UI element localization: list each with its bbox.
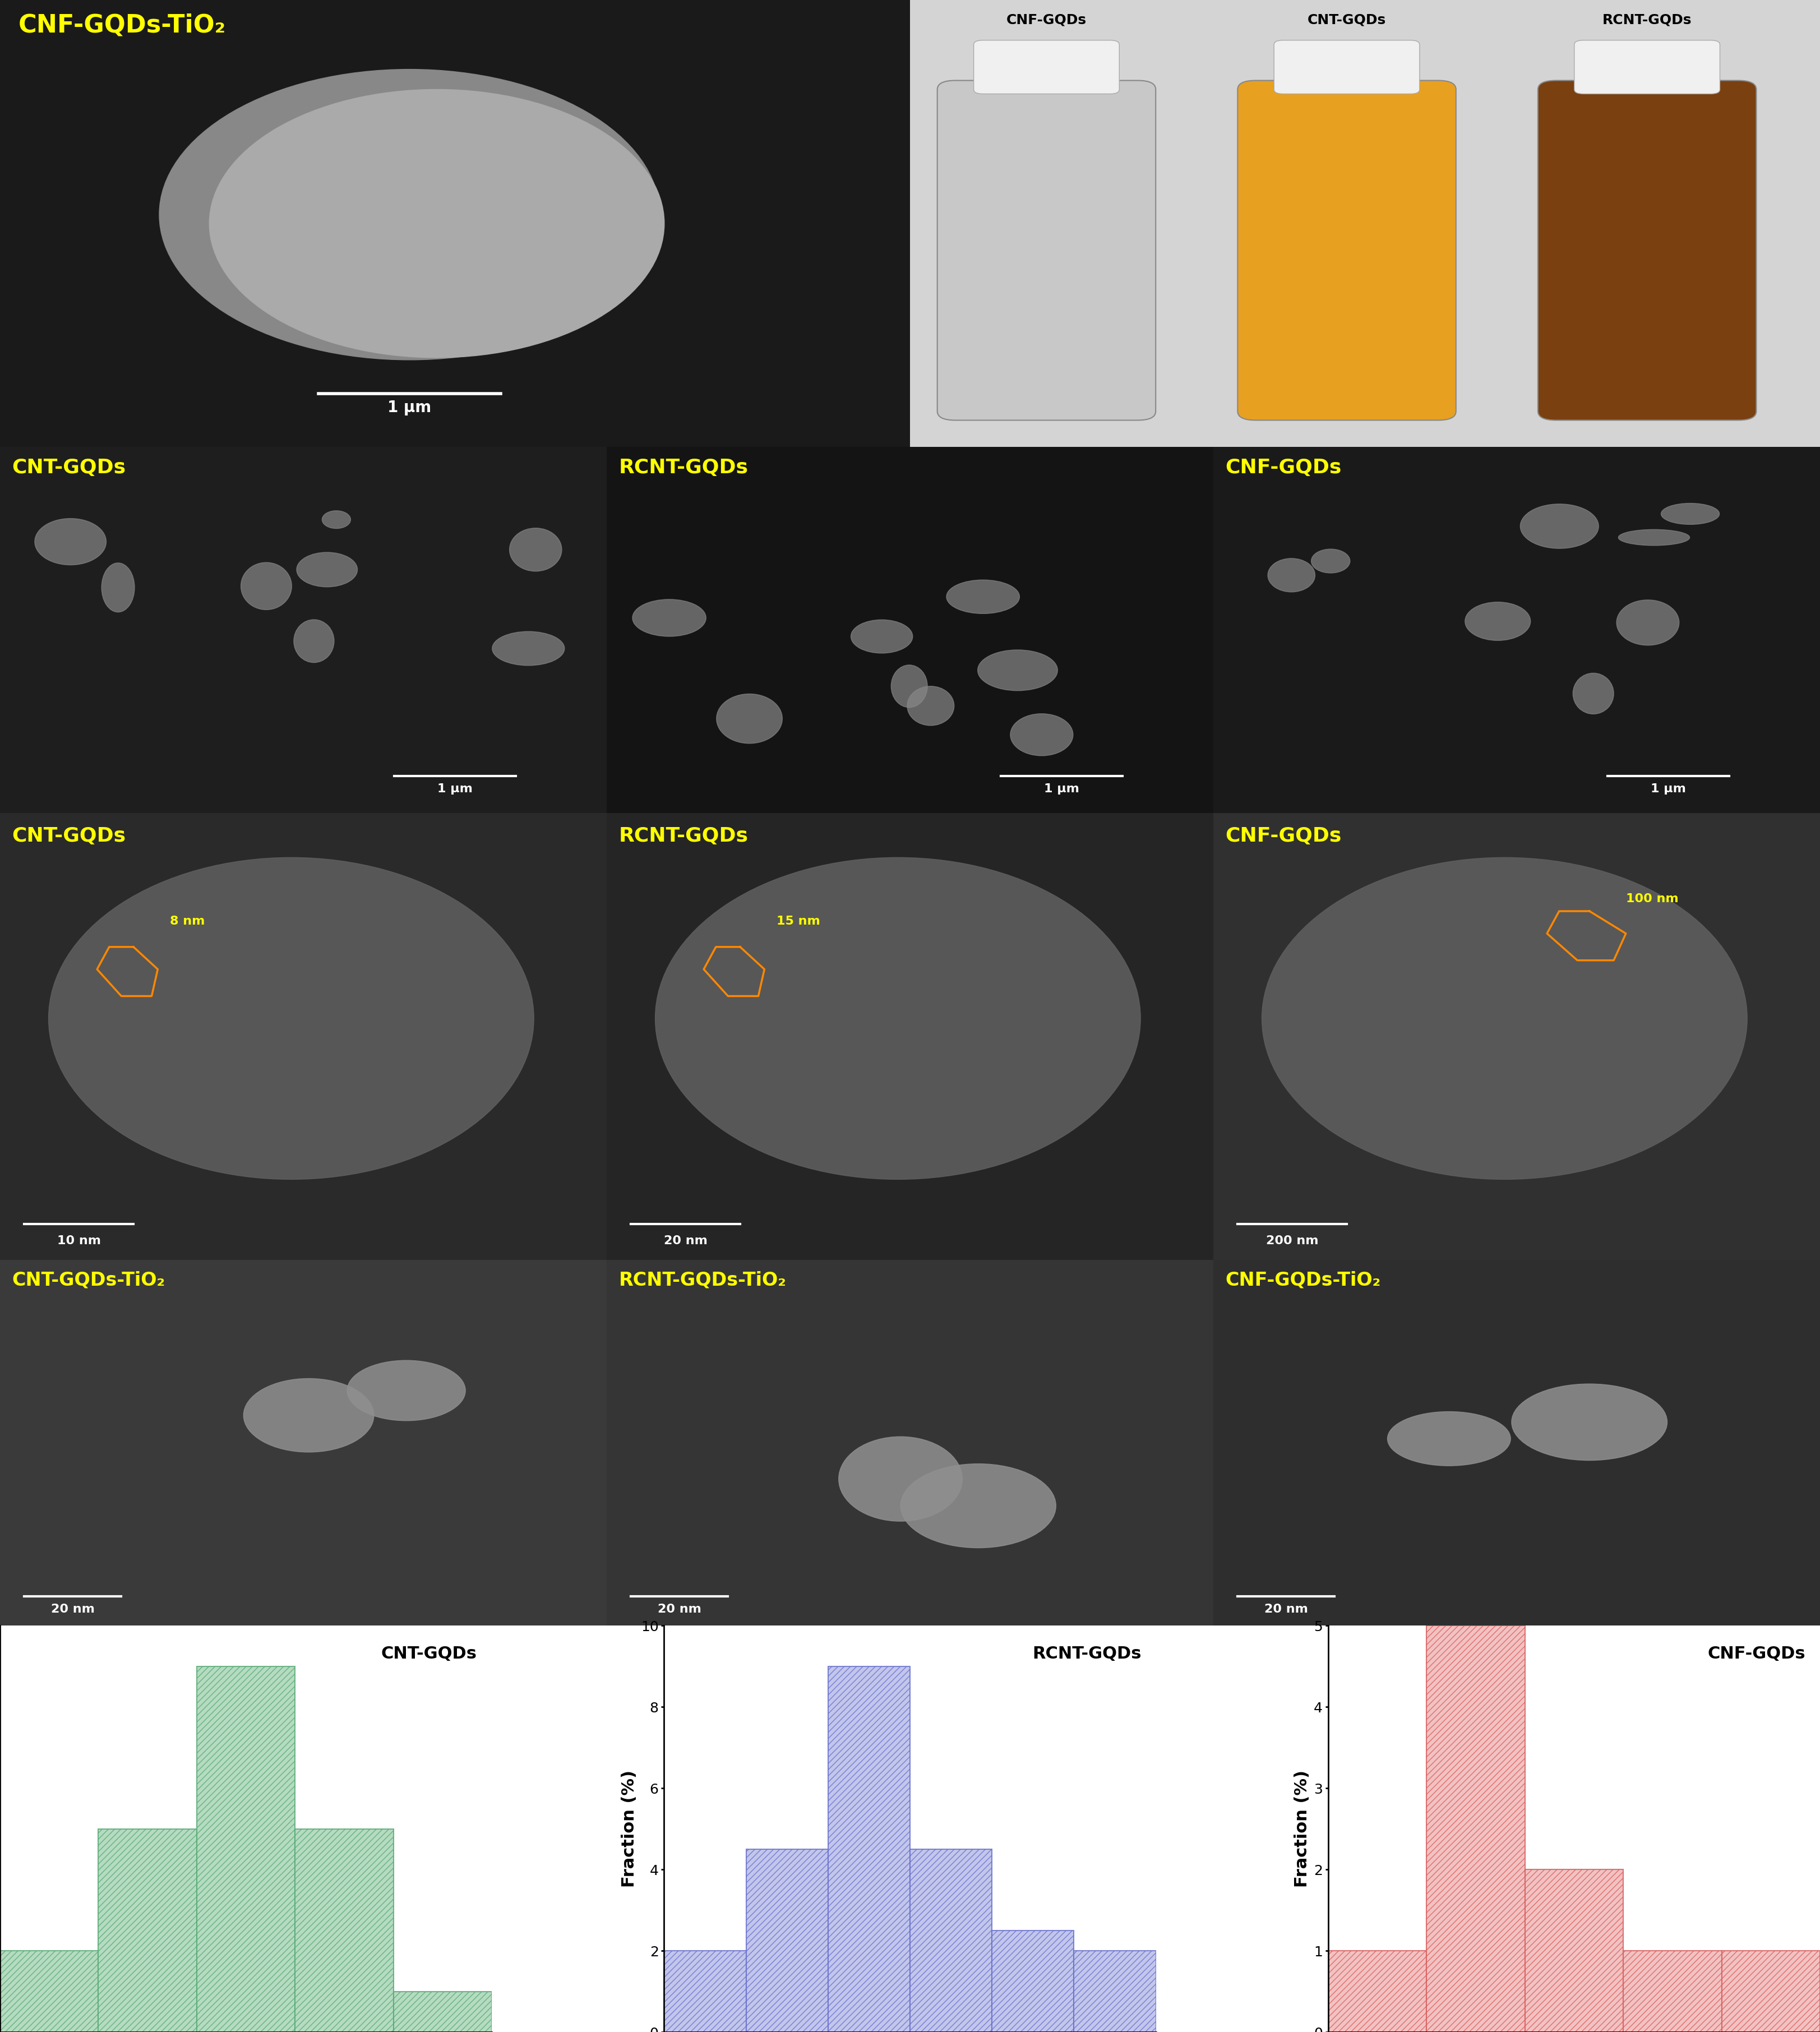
Text: CNT-GQDs: CNT-GQDs — [13, 457, 126, 478]
Ellipse shape — [491, 632, 564, 664]
Ellipse shape — [1520, 504, 1598, 549]
Bar — [1329, 1951, 1427, 2032]
Ellipse shape — [35, 518, 106, 565]
Text: 10 nm: 10 nm — [56, 1235, 100, 1246]
Bar — [992, 1930, 1074, 2032]
Ellipse shape — [717, 693, 783, 744]
Text: CNT-GQDs: CNT-GQDs — [13, 827, 126, 845]
Ellipse shape — [348, 1359, 466, 1420]
FancyBboxPatch shape — [1274, 41, 1420, 93]
Ellipse shape — [322, 510, 351, 528]
Bar — [828, 1666, 910, 2032]
Bar — [197, 1666, 295, 2032]
FancyBboxPatch shape — [937, 81, 1156, 421]
Bar — [1427, 1626, 1525, 2032]
Text: CNF-GQDs: CNF-GQDs — [1225, 827, 1341, 845]
FancyBboxPatch shape — [1538, 81, 1756, 421]
Text: CNF-GQDs-TiO₂: CNF-GQDs-TiO₂ — [18, 14, 226, 37]
Ellipse shape — [901, 1463, 1056, 1548]
Text: 20 nm: 20 nm — [657, 1603, 701, 1615]
Y-axis label: Fraction (%): Fraction (%) — [621, 1770, 637, 1888]
Text: CNF-GQDs: CNF-GQDs — [1006, 14, 1087, 26]
Text: CNF-GQDs: CNF-GQDs — [1707, 1646, 1805, 1662]
Text: 1 μm: 1 μm — [437, 782, 473, 795]
Bar — [98, 1829, 197, 2032]
Ellipse shape — [839, 1437, 963, 1522]
Ellipse shape — [892, 664, 928, 707]
Bar — [1525, 1869, 1623, 2032]
Ellipse shape — [1465, 601, 1531, 640]
Bar — [664, 1951, 746, 2032]
Bar — [1623, 1951, 1722, 2032]
Text: 20 nm: 20 nm — [664, 1235, 708, 1246]
Ellipse shape — [977, 650, 1057, 691]
Text: 20 nm: 20 nm — [51, 1603, 95, 1615]
Text: 15 nm: 15 nm — [777, 916, 821, 927]
Ellipse shape — [1269, 559, 1316, 591]
Text: CNF-GQDs-TiO₂: CNF-GQDs-TiO₂ — [1225, 1270, 1381, 1290]
Bar — [1722, 1951, 1820, 2032]
Ellipse shape — [655, 858, 1141, 1179]
Text: 1 μm: 1 μm — [1651, 782, 1685, 795]
Ellipse shape — [1010, 713, 1074, 756]
Ellipse shape — [1387, 1412, 1511, 1465]
Text: RCNT-GQDs: RCNT-GQDs — [1602, 14, 1693, 26]
Text: CNT-GQDs: CNT-GQDs — [1307, 14, 1387, 26]
Text: RCNT-GQDs: RCNT-GQDs — [619, 827, 748, 845]
Ellipse shape — [946, 579, 1019, 614]
Ellipse shape — [510, 528, 562, 571]
Text: 200 nm: 200 nm — [1267, 1235, 1318, 1246]
Bar — [746, 1849, 828, 2032]
Ellipse shape — [244, 1378, 373, 1453]
Text: 100 nm: 100 nm — [1625, 894, 1678, 904]
Text: 1 μm: 1 μm — [1045, 782, 1079, 795]
Bar — [393, 1991, 491, 2032]
Ellipse shape — [1572, 673, 1614, 713]
Ellipse shape — [906, 687, 954, 725]
Ellipse shape — [293, 620, 335, 662]
Text: CNF-GQDs: CNF-GQDs — [1225, 457, 1341, 478]
Text: CNT-GQDs: CNT-GQDs — [380, 1646, 477, 1662]
Ellipse shape — [297, 553, 357, 587]
Ellipse shape — [49, 858, 533, 1179]
FancyBboxPatch shape — [1238, 81, 1456, 421]
Bar — [910, 1849, 992, 2032]
Bar — [1074, 1951, 1156, 2032]
Ellipse shape — [1512, 1384, 1667, 1461]
FancyBboxPatch shape — [1574, 41, 1720, 93]
Ellipse shape — [102, 563, 135, 612]
Text: RCNT-GQDs: RCNT-GQDs — [1032, 1646, 1141, 1662]
Bar — [295, 1829, 393, 2032]
Ellipse shape — [852, 620, 912, 652]
Text: 20 nm: 20 nm — [1265, 1603, 1309, 1615]
Ellipse shape — [1310, 549, 1350, 573]
Text: RCNT-GQDs: RCNT-GQDs — [619, 457, 748, 478]
Ellipse shape — [1261, 858, 1747, 1179]
Text: 1 μm: 1 μm — [388, 400, 431, 417]
Ellipse shape — [1662, 504, 1720, 524]
Ellipse shape — [1618, 530, 1689, 545]
Bar — [0, 1951, 98, 2032]
Ellipse shape — [240, 563, 291, 610]
Ellipse shape — [1616, 599, 1680, 646]
FancyBboxPatch shape — [974, 41, 1119, 93]
Ellipse shape — [160, 69, 661, 360]
Ellipse shape — [209, 89, 664, 358]
Y-axis label: Fraction (%): Fraction (%) — [1294, 1770, 1310, 1888]
Text: CNT-GQDs-TiO₂: CNT-GQDs-TiO₂ — [13, 1270, 166, 1290]
Text: RCNT-GQDs-TiO₂: RCNT-GQDs-TiO₂ — [619, 1270, 786, 1290]
Ellipse shape — [633, 599, 706, 636]
Text: 8 nm: 8 nm — [169, 916, 206, 927]
